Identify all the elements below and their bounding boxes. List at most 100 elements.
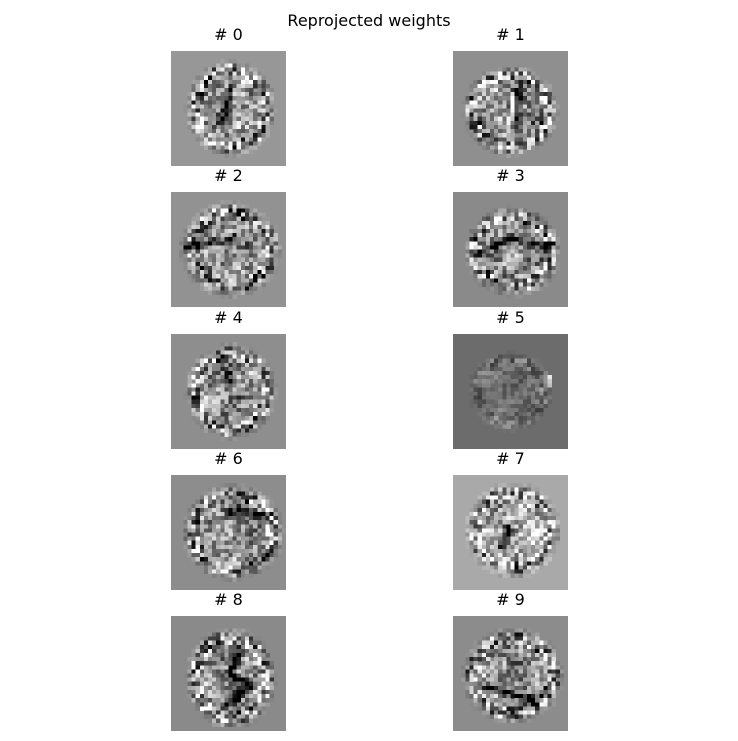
heatmap-cell (253, 96, 258, 101)
heatmap-cell (220, 487, 225, 492)
heatmap-cell (547, 224, 552, 230)
heatmap-cell (199, 245, 205, 250)
heatmap-cell (207, 241, 213, 246)
heatmap-cell (506, 636, 511, 641)
heatmap-cell (191, 278, 196, 283)
heatmap-cell (249, 416, 254, 421)
heatmap-cell (485, 379, 491, 384)
heatmap-cell (531, 569, 536, 574)
heatmap-cell (481, 665, 487, 670)
heatmap-cell (203, 274, 209, 279)
heatmap-cell (220, 673, 225, 678)
heatmap-cell (265, 395, 270, 401)
heatmap-cell (224, 379, 229, 384)
heatmap-cell (216, 116, 221, 122)
heatmap-cell (485, 681, 491, 687)
heatmap-cell (535, 112, 540, 118)
heatmap-cell (518, 399, 524, 405)
heatmap-cell (510, 375, 515, 380)
heatmap-cell (236, 648, 242, 654)
heatmap-cell (506, 278, 511, 283)
heatmap-cell (232, 75, 238, 81)
heatmap-cell (522, 407, 528, 413)
heatmap-cell (506, 75, 511, 81)
heatmap-cell (477, 241, 483, 246)
heatmap-cell (273, 536, 279, 542)
heatmap-cell (216, 665, 221, 670)
heatmap-cell (506, 220, 511, 226)
heatmap-cell (547, 245, 552, 250)
heatmap-cell (220, 87, 225, 93)
heatmap-cell (469, 520, 474, 525)
heatmap-cell (187, 124, 192, 130)
heatmap-cell (265, 536, 270, 542)
heatmap-cell (494, 677, 499, 683)
heatmap-cell (212, 395, 217, 401)
heatmap-cell (473, 694, 478, 699)
heatmap-cell (203, 544, 209, 550)
heatmap-cell (477, 657, 483, 662)
heatmap-cell (502, 212, 507, 217)
heatmap-cell (510, 71, 515, 76)
heatmap-cell (216, 120, 221, 126)
heatmap-cell (228, 569, 233, 574)
heatmap-cell (518, 358, 524, 364)
heatmap-cell (249, 644, 254, 650)
heatmap-cell (518, 636, 524, 641)
heatmap-cell (539, 399, 544, 405)
heatmap-cell (212, 511, 217, 517)
heatmap-cell (220, 366, 225, 372)
heatmap-cell (187, 553, 192, 558)
heatmap-cell (236, 399, 242, 405)
heatmap-cell (187, 270, 192, 275)
heatmap-cell (207, 407, 213, 413)
heatmap-cell (502, 495, 507, 500)
heatmap-cell (494, 714, 499, 719)
heatmap-cell (510, 87, 515, 93)
heatmap-cell (232, 153, 238, 159)
heatmap-cell (514, 677, 520, 683)
heatmap-cell (469, 694, 474, 699)
heatmap-cell (489, 681, 495, 687)
heatmap-cell (518, 511, 524, 517)
heatmap-cell (506, 412, 511, 417)
heatmap-cell (232, 428, 238, 433)
heatmap-cell (232, 689, 238, 695)
heatmap-cell (207, 648, 213, 654)
heatmap-cell (510, 420, 515, 425)
heatmap-cell (203, 137, 209, 142)
heatmap-cell (535, 366, 540, 372)
heatmap-cell (514, 96, 520, 101)
heatmap-cell (465, 108, 470, 113)
heatmap-cell (195, 370, 201, 376)
heatmap-cell (502, 548, 507, 554)
heatmap-cell (183, 245, 188, 250)
heatmap-cell (236, 536, 242, 542)
heatmap-cell (510, 569, 515, 574)
heatmap-cell (191, 694, 196, 699)
heatmap-cell (216, 245, 221, 250)
heatmap-cell (244, 354, 250, 359)
heatmap-cell (473, 96, 478, 101)
heatmap-cell (469, 532, 474, 537)
heatmap-cell (485, 677, 491, 683)
heatmap-cell (187, 370, 192, 376)
heatmap-cell (224, 375, 229, 380)
heatmap-cell (502, 133, 507, 138)
heatmap-cell (514, 424, 520, 429)
heatmap-cell (531, 141, 536, 146)
heatmap-cell (477, 544, 483, 550)
heatmap-cell (498, 694, 503, 699)
heatmap-cell (506, 403, 511, 409)
heatmap-cell (207, 685, 213, 691)
heatmap-cell (551, 673, 556, 678)
heatmap-cell (531, 391, 536, 396)
heatmap-cell (191, 92, 196, 97)
heatmap-cell (543, 536, 548, 542)
heatmap-cell (506, 689, 511, 695)
heatmap-cell (531, 96, 536, 101)
heatmap-cell (477, 548, 483, 554)
heatmap-cell (220, 75, 225, 81)
heatmap-cell (518, 507, 524, 513)
heatmap-cell (539, 557, 544, 562)
